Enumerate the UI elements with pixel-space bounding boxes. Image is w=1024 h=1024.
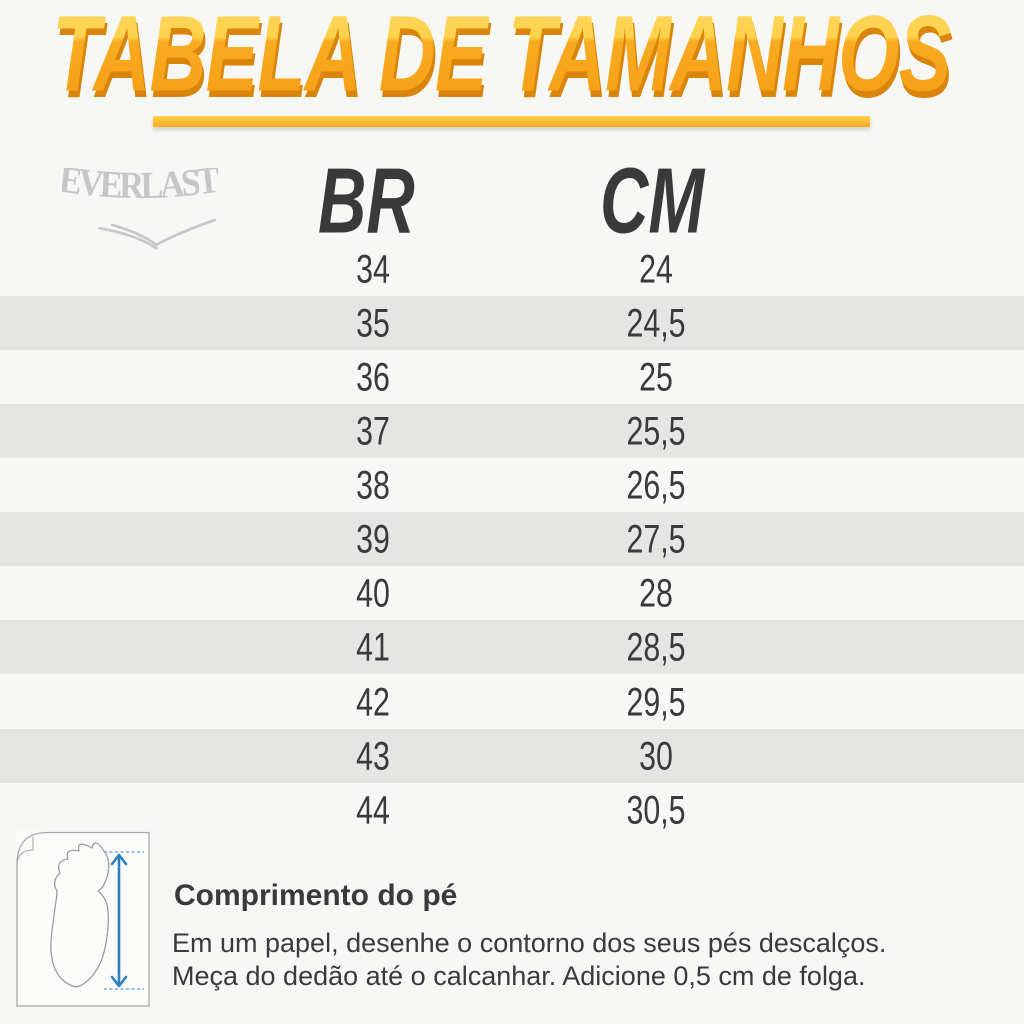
svg-text:EVERLAST: EVERLAST bbox=[62, 168, 222, 207]
